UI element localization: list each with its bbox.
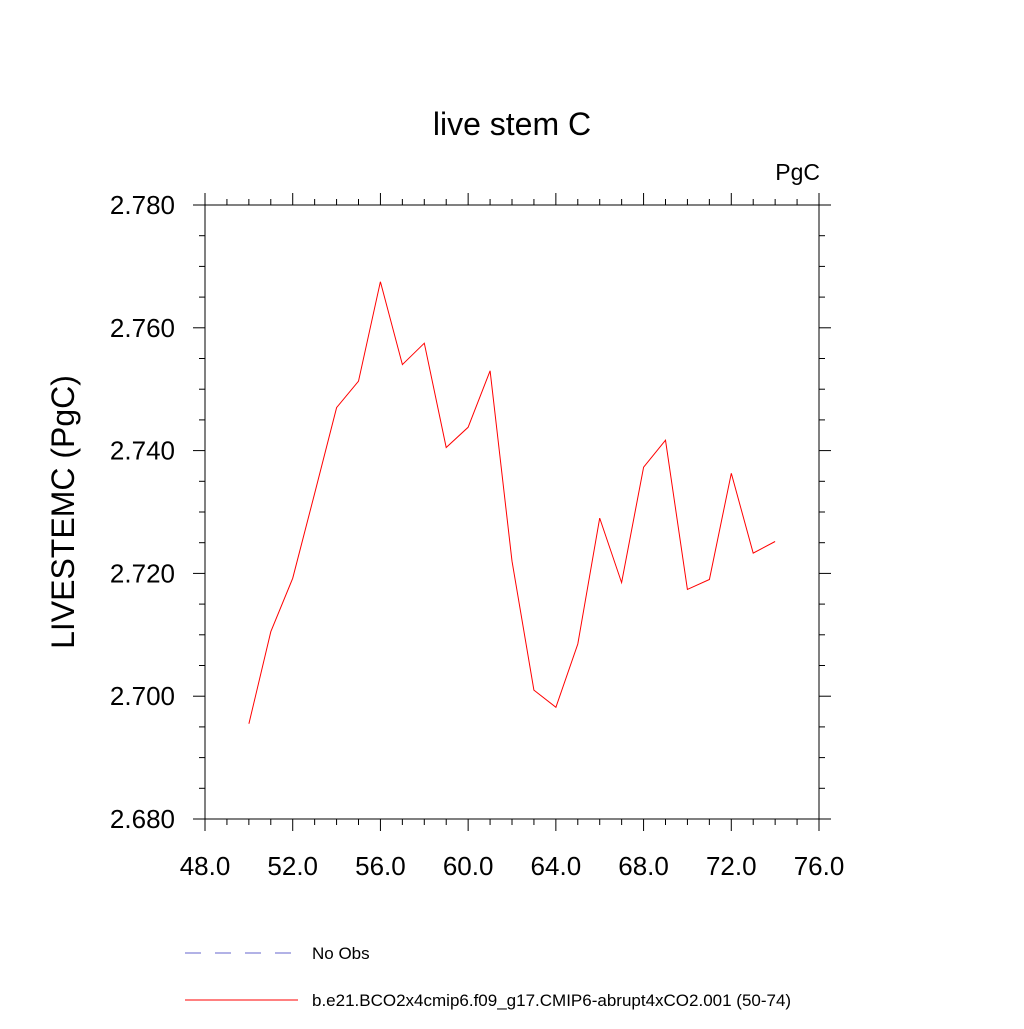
plot-frame xyxy=(204,204,820,820)
chart-title: live stem C xyxy=(433,106,591,142)
legend: No Obs b.e21.BCO2x4cmip6.f09_g17.CMIP6-a… xyxy=(185,944,791,1010)
x-tick-label: 48.0 xyxy=(180,851,231,881)
x-tick-label: 68.0 xyxy=(618,851,669,881)
x-tick-label: 52.0 xyxy=(267,851,318,881)
legend-label-no-obs: No Obs xyxy=(312,944,370,963)
x-tick-label: 76.0 xyxy=(794,851,845,881)
x-tick-label: 72.0 xyxy=(706,851,757,881)
series-layer xyxy=(248,281,776,724)
x-tick-label: 60.0 xyxy=(443,851,494,881)
units-label: PgC xyxy=(775,159,820,185)
x-ticks: 48.0 52.0 56.0 60.0 64.0 68.0 72.0 76.0 xyxy=(180,193,845,881)
x-tick-label: 56.0 xyxy=(355,851,406,881)
y-tick-label: 2.740 xyxy=(110,436,175,466)
y-tick-label: 2.700 xyxy=(110,681,175,711)
y-tick-label: 2.780 xyxy=(110,190,175,220)
series-line xyxy=(248,281,776,724)
legend-label-model-run: b.e21.BCO2x4cmip6.f09_g17.CMIP6-abrupt4x… xyxy=(312,991,791,1010)
y-tick-label: 2.680 xyxy=(110,804,175,834)
y-tick-label: 2.720 xyxy=(110,558,175,588)
y-ticks: 2.680 2.700 2.720 2.740 2.760 2.780 xyxy=(110,190,831,834)
y-axis-label: LIVESTEMC (PgC) xyxy=(45,375,81,649)
y-tick-label: 2.760 xyxy=(110,313,175,343)
x-tick-label: 64.0 xyxy=(531,851,582,881)
